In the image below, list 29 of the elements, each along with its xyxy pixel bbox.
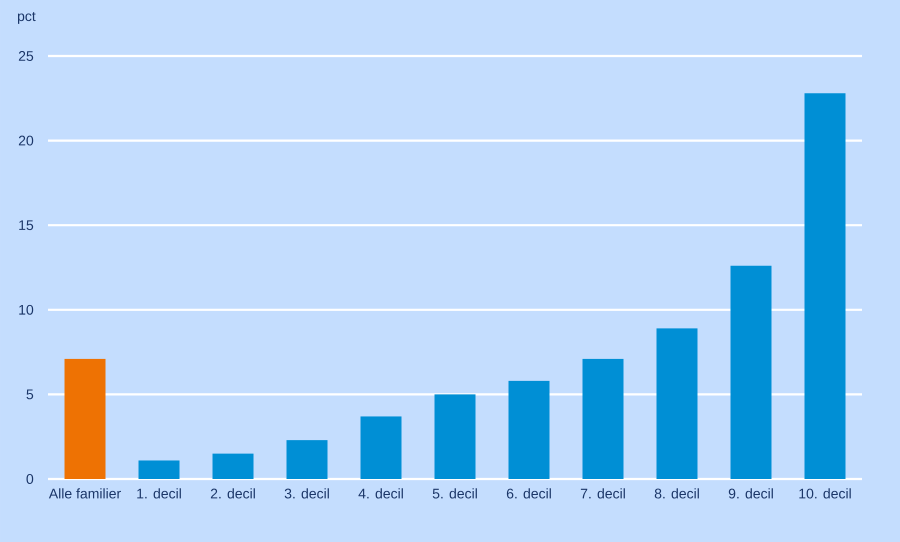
bar [212,454,254,479]
bar [508,380,550,479]
y-axis-title: pct [18,12,36,24]
x-tick-label: 3. decil [284,488,329,499]
bar [286,440,328,479]
y-tick-label: 20 [18,136,34,146]
y-tick-label: 0 [26,474,34,484]
x-tick-label: 7. decil [580,488,625,499]
x-tick-label: Alle familier [48,488,121,499]
bar [138,460,180,479]
x-tick-label: 6. decil [506,488,551,499]
bar [64,358,106,479]
x-tick-label: 4. decil [358,488,403,499]
x-tick-label: 8. decil [654,488,699,499]
y-tick-label: 15 [19,220,34,230]
y-tick-label: 10 [19,304,34,315]
x-tick-label: 5. decil [432,488,477,499]
bar [582,358,624,479]
y-tick-label: 5 [26,390,34,400]
y-tick-label: 25 [18,51,34,61]
x-tick-label: 2. decil [210,488,255,499]
x-tick-label: 1. decil [137,488,181,499]
bar [434,394,476,479]
x-tick-label: 9. decil [728,488,773,499]
bar [730,266,772,479]
x-tick-label: 10. decil [799,488,851,499]
bar [656,328,698,479]
bar [804,93,846,479]
bar [360,416,402,479]
